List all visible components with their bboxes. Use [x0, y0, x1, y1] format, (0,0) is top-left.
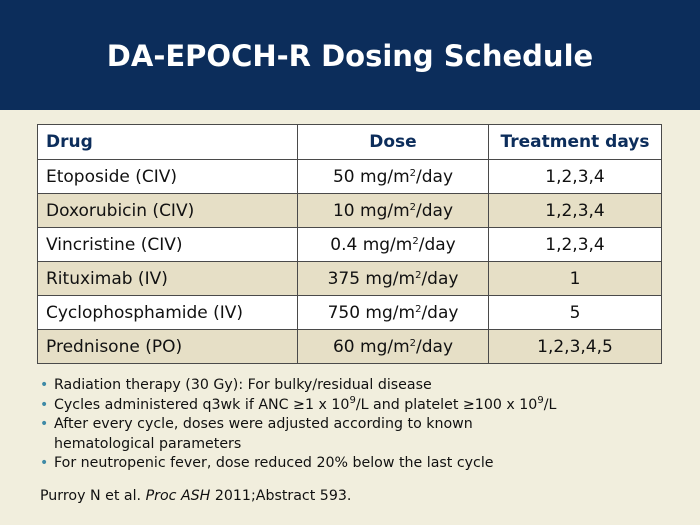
dose-cell: 50 mg/m2/day [297, 159, 489, 194]
days-cell: 1,2,3,4,5 [488, 329, 662, 364]
column-header-drug: Drug [37, 124, 298, 160]
drug-cell: Prednisone (PO) [37, 329, 298, 364]
dose-cell: 60 mg/m2/day [297, 329, 489, 364]
dose-cell: 10 mg/m2/day [297, 193, 489, 228]
table-row: Doxorubicin (CIV) 10 mg/m2/day 1,2,3,4 [37, 193, 662, 228]
list-item: • For neutropenic fever, dose reduced 20… [40, 454, 680, 474]
dose-unit: /day [418, 234, 456, 255]
note-radiation: Radiation therapy (30 Gy): For bulky/res… [54, 377, 432, 393]
bullet-icon: • [40, 455, 49, 471]
note-cycles-part: /L [543, 396, 557, 413]
dose-unit: /day [416, 200, 454, 221]
list-item: • After every cycle, doses were adjusted… [40, 415, 680, 454]
dose-exponent: 2 [412, 235, 419, 247]
note-neutropenic-fever: For neutropenic fever, dose reduced 20% … [54, 455, 494, 471]
title-banner: DA-EPOCH-R Dosing Schedule [0, 0, 700, 110]
table-header-row: Drug Dose Treatment days [37, 124, 662, 160]
page-title: DA-EPOCH-R Dosing Schedule [106, 39, 594, 73]
table-row: Rituximab (IV) 375 mg/m2/day 1 [37, 261, 662, 296]
dose-value: 750 mg/m [327, 302, 416, 323]
dose-exponent: 2 [409, 201, 417, 213]
bullet-icon: • [40, 396, 49, 413]
dose-exponent: 2 [409, 337, 417, 349]
list-item: • Cycles administered q3wk if ANC ≥1 x 1… [40, 394, 680, 416]
dose-cell: 375 mg/m2/day [297, 261, 489, 296]
citation: Purroy N et al. Proc ASH 2011;Abstract 5… [40, 488, 351, 504]
note-dose-adjust-line: After every cycle, doses were adjusted a… [54, 416, 473, 432]
dose-exponent: 2 [415, 303, 422, 315]
drug-cell: Rituximab (IV) [37, 261, 298, 296]
dose-unit: /day [416, 166, 454, 187]
dose-unit: /day [416, 336, 454, 357]
citation-authors: Purroy N et al. [40, 488, 146, 504]
days-cell: 1,2,3,4 [488, 159, 662, 194]
bullet-icon: • [40, 416, 49, 432]
dose-value: 0.4 mg/m [330, 234, 413, 255]
dose-cell: 750 mg/m2/day [297, 295, 489, 330]
notes-list: • Radiation therapy (30 Gy): For bulky/r… [40, 376, 680, 474]
dose-value: 50 mg/m [332, 166, 410, 187]
days-cell: 1,2,3,4 [488, 227, 662, 262]
dose-unit: /day [421, 268, 459, 289]
note-dose-adjust: After every cycle, doses were adjusted a… [54, 416, 473, 452]
dose-value: 10 mg/m [332, 200, 410, 221]
days-cell: 1 [488, 261, 662, 296]
note-cycles-part: Cycles administered q3wk if ANC ≥1 x 10 [54, 396, 350, 413]
table-row: Prednisone (PO) 60 mg/m2/day 1,2,3,4,5 [37, 329, 662, 364]
citation-details: 2011;Abstract 593. [210, 488, 352, 504]
dosing-table: Drug Dose Treatment days Etoposide (CIV)… [37, 124, 662, 364]
table-row: Etoposide (CIV) 50 mg/m2/day 1,2,3,4 [37, 159, 662, 194]
column-header-dose: Dose [297, 124, 489, 160]
table-row: Cyclophosphamide (IV) 750 mg/m2/day 5 [37, 295, 662, 330]
note-cycles-part: /L and platelet ≥100 x 10 [355, 396, 538, 413]
drug-cell: Etoposide (CIV) [37, 159, 298, 194]
note-cycles: Cycles administered q3wk if ANC ≥1 x 109… [54, 394, 557, 413]
table-row: Vincristine (CIV) 0.4 mg/m2/day 1,2,3,4 [37, 227, 662, 262]
days-cell: 1,2,3,4 [488, 193, 662, 228]
column-header-treatment-days: Treatment days [488, 124, 662, 160]
dose-value: 60 mg/m [332, 336, 410, 357]
dose-exponent: 2 [409, 167, 417, 179]
citation-journal: Proc ASH [145, 488, 211, 504]
drug-cell: Doxorubicin (CIV) [37, 193, 298, 228]
dose-exponent: 2 [415, 269, 422, 281]
list-item: • Radiation therapy (30 Gy): For bulky/r… [40, 376, 680, 396]
exponent: 9 [537, 394, 544, 406]
dose-unit: /day [421, 302, 459, 323]
bullet-icon: • [40, 377, 49, 393]
note-dose-adjust-line: hematological parameters [54, 435, 242, 452]
drug-cell: Vincristine (CIV) [37, 227, 298, 262]
dose-cell: 0.4 mg/m2/day [297, 227, 489, 262]
days-cell: 5 [488, 295, 662, 330]
exponent: 9 [349, 394, 356, 406]
drug-cell: Cyclophosphamide (IV) [37, 295, 298, 330]
dose-value: 375 mg/m [327, 268, 416, 289]
